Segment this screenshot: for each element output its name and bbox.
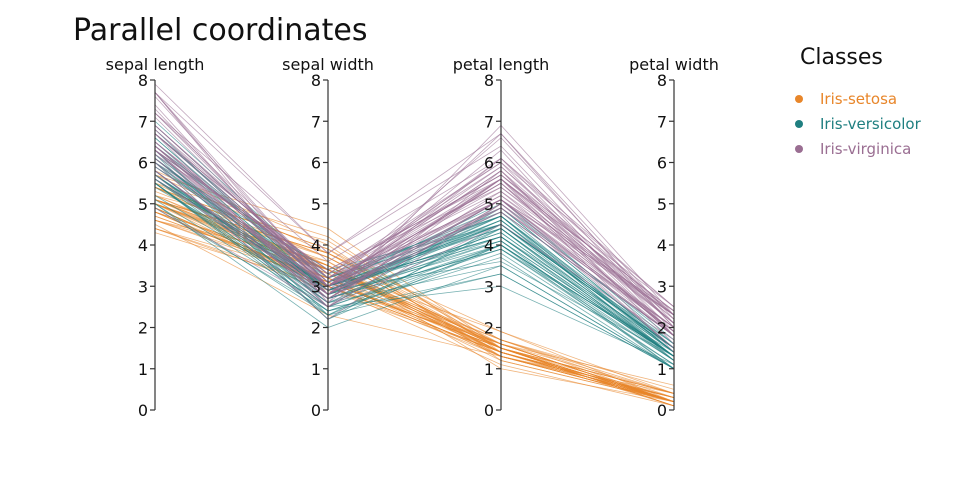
legend-marker-icon [795,145,803,153]
data-lines [154,83,675,407]
tick-label: 4 [138,236,148,255]
data-line [154,153,675,316]
legend-label: Iris-setosa [820,90,897,108]
data-line [154,129,675,316]
tick-label: 4 [657,236,667,255]
tick-label: 8 [138,71,148,90]
tick-label: 8 [311,71,321,90]
tick-label: 6 [311,154,321,173]
data-line [154,203,675,370]
tick-label: 3 [657,277,667,296]
data-line [154,92,675,328]
axis-label: sepal length [106,55,205,74]
data-line [154,141,675,328]
axis-sepal-length: sepal length 0 1 2 3 4 5 6 7 8 [106,55,205,420]
data-line [154,133,675,308]
data-line [154,199,675,365]
tick-label: 8 [484,71,494,90]
tick-label: 6 [484,154,494,173]
data-line [154,112,675,308]
data-line [154,162,675,349]
tick-label: 7 [311,112,321,131]
data-line [154,182,675,357]
tick-label: 3 [138,277,148,296]
tick-label: 5 [138,195,148,214]
legend-item[interactable]: Iris-virginica [795,140,911,158]
tick-label: 4 [311,236,321,255]
legend: Classes Iris-setosa Iris-versicolor Iris-v… [795,45,922,158]
tick-label: 2 [138,319,148,338]
axis-petal-length: petal length 0 1 2 3 4 5 6 7 8 [453,55,550,420]
data-line [154,133,675,312]
tick-label: 0 [484,401,494,420]
legend-item[interactable]: Iris-versicolor [795,115,922,133]
tick-label: 7 [484,112,494,131]
tick-label: 4 [484,236,494,255]
tick-label: 2 [657,319,667,338]
legend-marker-icon [795,95,803,103]
axis-petal-width: petal width 0 1 2 3 4 5 6 7 8 [629,55,719,420]
tick-label: 5 [484,195,494,214]
tick-label: 0 [138,401,148,420]
tick-label: 5 [311,195,321,214]
data-line [154,166,675,337]
tick-label: 0 [311,401,321,420]
data-line [154,207,675,341]
data-line [154,170,675,332]
legend-item[interactable]: Iris-setosa [795,90,897,108]
chart-title: Parallel coordinates [73,13,367,48]
data-line [154,145,675,320]
tick-label: 1 [484,360,494,379]
legend-label: Iris-versicolor [820,115,922,133]
tick-label: 1 [311,360,321,379]
axis-label: petal length [453,55,550,74]
axis-label: petal width [629,55,719,74]
tick-label: 6 [657,154,667,173]
tick-label: 0 [657,401,667,420]
tick-label: 5 [657,195,667,214]
tick-label: 3 [484,277,494,296]
tick-label: 3 [311,277,321,296]
tick-label: 7 [657,112,667,131]
legend-marker-icon [795,120,803,128]
legend-label: Iris-virginica [820,140,911,158]
tick-label: 2 [484,319,494,338]
series-Iris-virginica [154,83,675,353]
data-line [154,182,675,370]
axis-sepal-width: sepal width 0 1 2 3 4 5 6 7 8 [282,55,374,420]
axis-label: sepal width [282,55,374,74]
legend-title: Classes [800,45,883,70]
tick-label: 1 [657,360,667,379]
tick-label: 8 [657,71,667,90]
tick-label: 6 [138,154,148,173]
tick-label: 1 [138,360,148,379]
tick-label: 7 [138,112,148,131]
data-line [154,92,675,320]
tick-label: 2 [311,319,321,338]
